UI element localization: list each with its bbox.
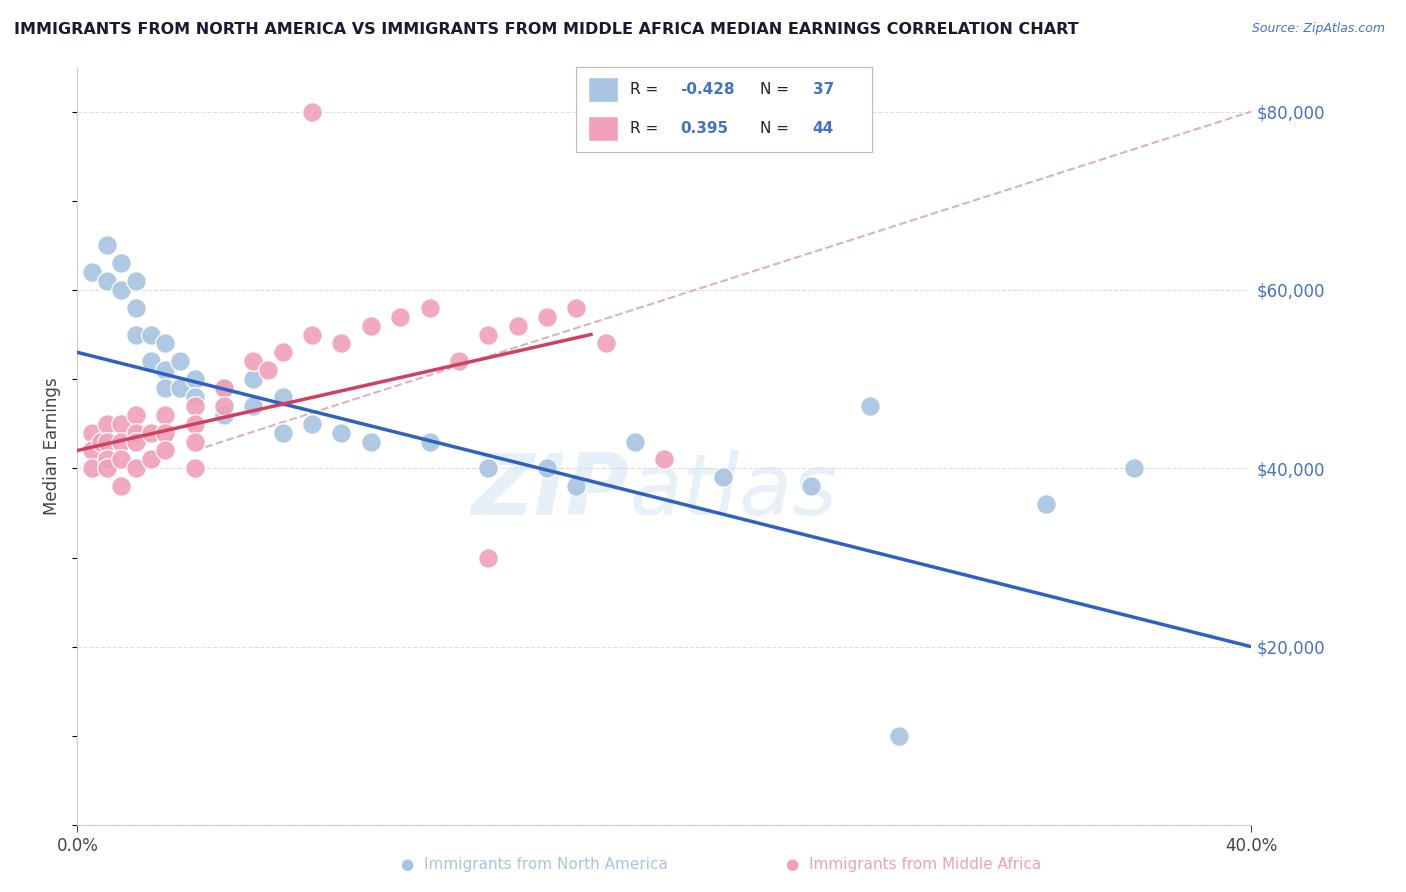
Point [242, 372, 264, 386]
Point [859, 399, 882, 413]
Point [155, 363, 177, 377]
Point [169, 381, 191, 395]
Point [110, 417, 132, 431]
Point [419, 434, 441, 449]
Text: atlas: atlas [628, 450, 837, 533]
Point [360, 318, 382, 333]
Point [183, 372, 207, 386]
Point [125, 434, 148, 449]
Bar [588, 116, 617, 142]
Point [271, 425, 294, 440]
Text: Source: ZipAtlas.com: Source: ZipAtlas.com [1251, 22, 1385, 36]
Point [125, 327, 148, 342]
Text: 37: 37 [813, 82, 834, 97]
Point [711, 470, 734, 484]
Point [125, 301, 148, 315]
Point [110, 256, 132, 270]
Point [110, 479, 132, 493]
Point [169, 354, 191, 368]
Text: ●  Immigrants from North America: ● Immigrants from North America [401, 857, 668, 872]
Y-axis label: Median Earnings: Median Earnings [44, 377, 62, 515]
Point [889, 729, 911, 743]
Point [1035, 497, 1057, 511]
Point [155, 443, 177, 458]
Text: ●  Immigrants from Middle Africa: ● Immigrants from Middle Africa [786, 857, 1042, 872]
Point [477, 550, 499, 565]
Point [212, 399, 235, 413]
Point [800, 479, 823, 493]
Point [183, 390, 207, 404]
Point [110, 283, 132, 297]
Point [183, 461, 207, 475]
Text: N =: N = [759, 121, 793, 136]
Point [506, 318, 529, 333]
Point [1122, 461, 1144, 475]
Point [389, 310, 412, 324]
Bar [588, 77, 617, 103]
Text: R =: R = [630, 121, 662, 136]
Text: ZIP: ZIP [471, 450, 628, 533]
Point [80, 443, 103, 458]
Point [565, 301, 588, 315]
Point [155, 408, 177, 422]
Point [183, 417, 207, 431]
Text: N =: N = [759, 82, 793, 97]
Point [80, 265, 103, 279]
Point [477, 327, 499, 342]
Point [139, 327, 162, 342]
Point [183, 434, 207, 449]
Point [155, 336, 177, 351]
Point [96, 417, 118, 431]
Point [271, 390, 294, 404]
Text: 44: 44 [813, 121, 834, 136]
Point [624, 434, 647, 449]
Point [595, 336, 617, 351]
Point [212, 381, 235, 395]
Point [330, 336, 353, 351]
Point [110, 452, 132, 467]
Point [271, 345, 294, 359]
Point [536, 461, 558, 475]
Point [139, 425, 162, 440]
Point [155, 425, 177, 440]
Text: 0.395: 0.395 [681, 121, 728, 136]
Point [96, 238, 118, 252]
Point [96, 452, 118, 467]
Point [96, 461, 118, 475]
Point [536, 310, 558, 324]
Point [242, 399, 264, 413]
Point [419, 301, 441, 315]
Point [477, 461, 499, 475]
Point [183, 399, 207, 413]
Point [155, 381, 177, 395]
Point [212, 408, 235, 422]
Point [80, 461, 103, 475]
Point [96, 274, 118, 288]
Point [360, 434, 382, 449]
Point [96, 434, 118, 449]
Point [110, 434, 132, 449]
Point [565, 479, 588, 493]
Point [139, 452, 162, 467]
Point [652, 452, 676, 467]
Point [330, 425, 353, 440]
Point [212, 381, 235, 395]
Point [80, 425, 103, 440]
Point [90, 434, 112, 449]
Text: R =: R = [630, 82, 662, 97]
Point [125, 274, 148, 288]
Text: IMMIGRANTS FROM NORTH AMERICA VS IMMIGRANTS FROM MIDDLE AFRICA MEDIAN EARNINGS C: IMMIGRANTS FROM NORTH AMERICA VS IMMIGRA… [14, 22, 1078, 37]
Point [125, 461, 148, 475]
Point [301, 104, 323, 119]
Point [125, 408, 148, 422]
Point [301, 327, 323, 342]
Point [242, 354, 264, 368]
Point [125, 425, 148, 440]
Text: -0.428: -0.428 [681, 82, 734, 97]
Point [301, 417, 323, 431]
Point [447, 354, 470, 368]
Point [257, 363, 280, 377]
Point [139, 354, 162, 368]
